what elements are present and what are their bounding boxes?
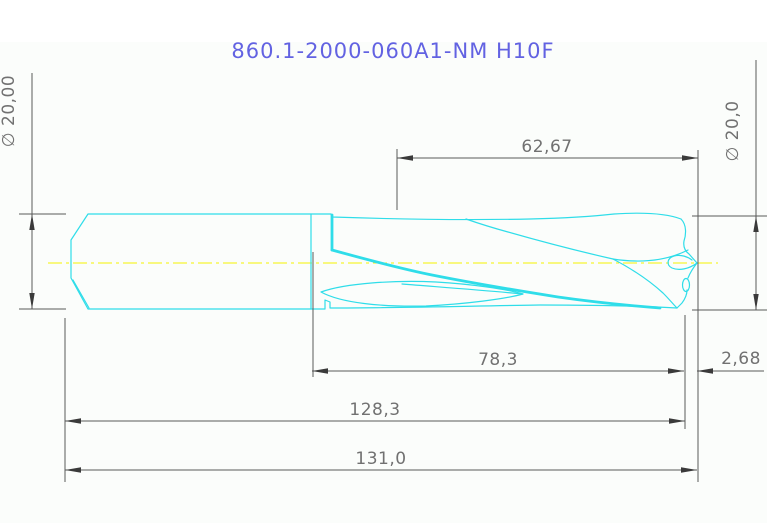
flute-branch-line (612, 258, 678, 309)
dimension-diameter-left: ∅ 20,00 (0, 73, 66, 310)
arrowhead-right (681, 467, 697, 473)
dimension-flute-length: 78,3 (312, 252, 686, 429)
shank-chamfer-line (72, 279, 90, 309)
dimension-point-length: 2,68 (697, 349, 764, 374)
dimension-overall-length: 131,0 (65, 449, 697, 473)
dimension-value: 128,3 (349, 400, 400, 420)
dimension-value: 131,0 (355, 449, 406, 469)
arrowhead-left (697, 368, 713, 374)
dimension-length-top: 62,67 (396, 137, 699, 482)
body-bottom-edge (310, 299, 678, 310)
flute-opening-inner-line (401, 283, 524, 295)
dimension-diameter-right: ∅ 20,0 (692, 60, 767, 311)
drill-drawing (70, 212, 698, 310)
arrowhead-left (312, 368, 328, 374)
dimension-value: 78,3 (478, 350, 518, 370)
arrowhead-right (668, 368, 684, 374)
arrowhead-down (29, 293, 35, 309)
arrowhead-right (669, 418, 685, 424)
arrowhead-up (753, 216, 759, 232)
chisel-edge-hook (667, 254, 698, 270)
dimension-value: ∅ 20,0 (723, 100, 743, 161)
arrowhead-up (29, 214, 35, 230)
drawing-title: 860.1-2000-060A1-NM H10F (231, 39, 554, 63)
tip-top-profile (680, 218, 698, 264)
body-top-edge (310, 212, 682, 221)
dimension-value: 62,67 (521, 137, 572, 157)
arrowhead-left (397, 155, 413, 161)
flute-spiral-edge (330, 248, 662, 310)
dimension-body-length: 128,3 (64, 318, 685, 482)
margin-line (465, 218, 614, 260)
arrowhead-left (65, 467, 81, 473)
tip-corner-detail (681, 277, 691, 293)
lip-line (612, 249, 689, 262)
dimension-value: ∅ 20,00 (0, 75, 19, 147)
arrowhead-left (65, 418, 81, 424)
arrowhead-right (682, 155, 698, 161)
dimension-value: 2,68 (721, 349, 761, 369)
arrowhead-down (753, 294, 759, 310)
